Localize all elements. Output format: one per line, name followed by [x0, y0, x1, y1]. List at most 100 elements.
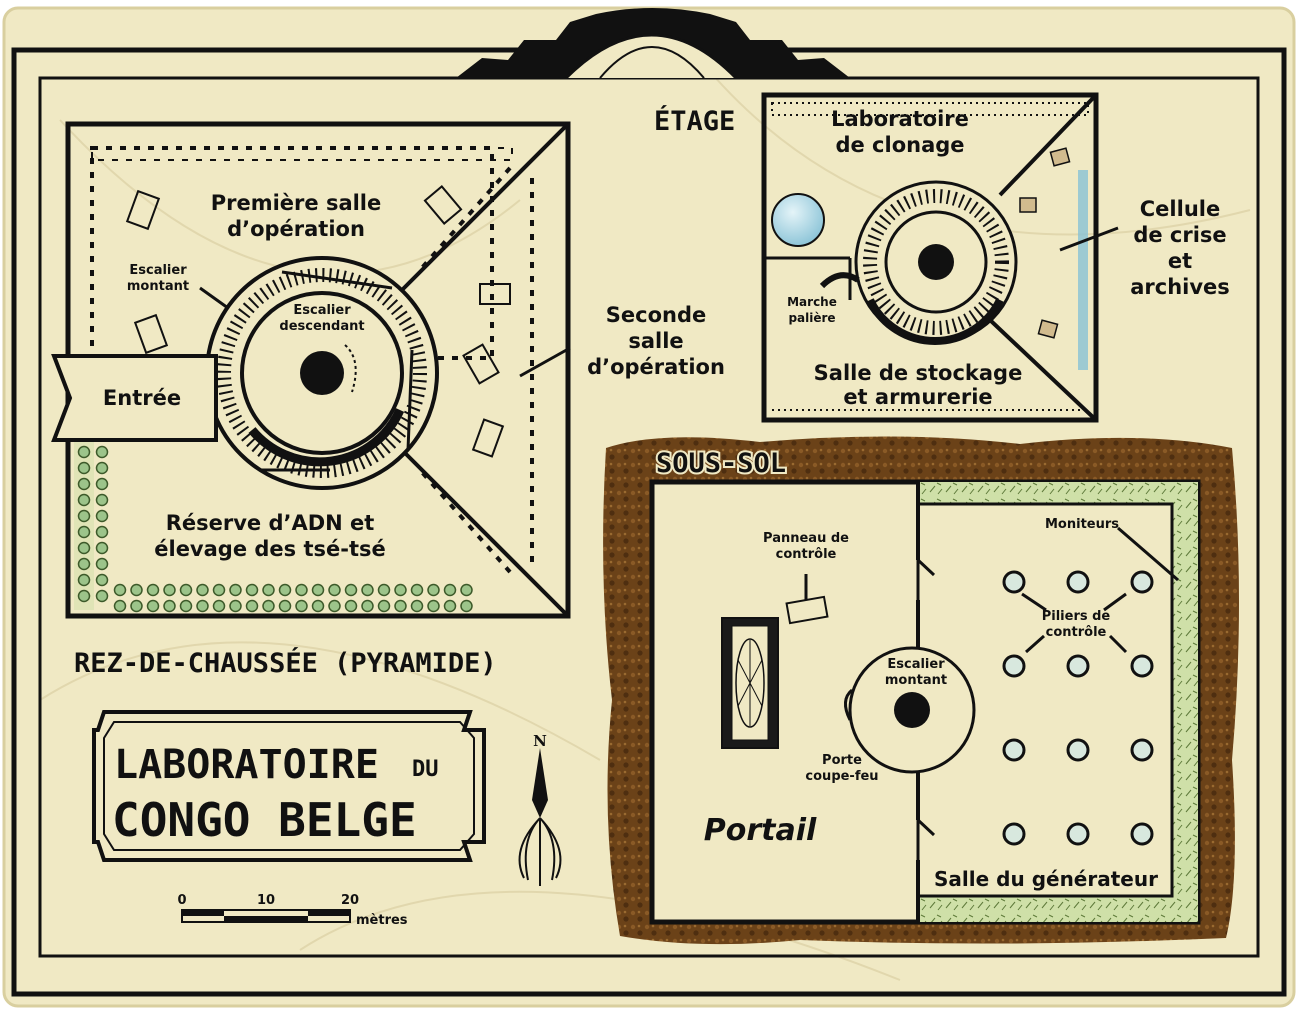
reserve-dot [328, 583, 341, 597]
title-line2: CONGO BELGE [112, 793, 417, 847]
upper-floor-heading: ÉTAGE [654, 105, 735, 137]
stairs-down-label-2: descendant [279, 319, 364, 334]
reserve-dot [361, 599, 374, 613]
reserve-dot [77, 461, 91, 475]
control-pillar [1002, 738, 1026, 762]
control-pillar [1130, 738, 1154, 762]
fire-door-label-1: Porte [822, 753, 862, 768]
reserve-dot [77, 573, 91, 587]
control-pillar [1066, 570, 1090, 594]
control-pillar [1002, 570, 1026, 594]
reserve-dot [95, 477, 109, 491]
basement-plan [603, 436, 1239, 945]
fire-door-label-2: coupe-feu [805, 769, 878, 784]
reserve-dot [95, 493, 109, 507]
control-pillars-label-1: Piliers de [1042, 609, 1111, 624]
control-pillars-label-2: contrôle [1046, 625, 1107, 640]
reserve-dot [460, 583, 473, 597]
reserve-dot [410, 583, 424, 597]
scale-tick-20: 20 [341, 893, 359, 908]
scale-tick-10: 10 [257, 893, 275, 908]
stairs-up-label-1: Escalier [129, 263, 187, 278]
title-line1: LABORATOIRE [114, 742, 379, 788]
reserve-dot [77, 477, 91, 491]
reserve-dot [95, 557, 109, 571]
top-ornament [456, 8, 850, 80]
reserve-dot [113, 583, 127, 597]
reserve-dot [95, 525, 109, 539]
reserve-dot [95, 461, 109, 475]
portal-label: Portail [704, 813, 817, 848]
reserve-dot [394, 583, 407, 597]
control-pillar [1066, 654, 1090, 678]
title-cartouche [92, 710, 486, 862]
reserve-dot [443, 599, 457, 613]
crisis-cell-label-1: Cellule [1140, 197, 1220, 221]
control-panel-label-2: contrôle [776, 547, 837, 562]
second-op-room-label-1: Seconde [606, 303, 706, 327]
reserve-label-2: élevage des tsé-tsé [154, 537, 386, 561]
reserve-dot [229, 583, 242, 597]
stairs-up-label-2: montant [127, 279, 189, 294]
reserve-dot [245, 599, 259, 613]
ground-floor-heading: REZ-DE-CHAUSSÉE (PYRAMIDE) [74, 647, 497, 679]
reserve-dot [328, 599, 341, 613]
reserve-dot [95, 589, 109, 603]
reserve-dot [394, 599, 407, 613]
crisis-cell-label-4: archives [1130, 275, 1230, 299]
reserve-dot [130, 599, 143, 613]
reserve-dot [146, 583, 160, 597]
reserve-dot [427, 583, 440, 597]
scale-unit-label: mètres [356, 913, 408, 928]
reserve-dot [196, 599, 209, 613]
storage-label-1: Salle de stockage [814, 361, 1023, 385]
reserve-dot [95, 445, 109, 459]
reserve-dot [278, 583, 292, 597]
control-pillar [1130, 822, 1154, 846]
monitors-label: Moniteurs [1045, 517, 1119, 532]
reserve-dot [262, 583, 275, 597]
reserve-dot [77, 445, 91, 459]
reserve-dot [212, 583, 226, 597]
reserve-dot [163, 599, 176, 613]
reserve-dot [77, 541, 91, 555]
compass-rose [518, 748, 562, 886]
reserve-dot [77, 525, 91, 539]
control-pillar [1066, 738, 1090, 762]
reserve-label-1: Réserve d’ADN et [166, 511, 375, 535]
basement-stairs-label-2: montant [885, 673, 947, 688]
reserve-dot [344, 583, 358, 597]
basement-heading: SOUS-SOL [656, 448, 786, 479]
entrance-label: Entrée [103, 386, 181, 410]
crisis-cell-label-2: de crise [1133, 223, 1226, 247]
reserve-dot [179, 599, 193, 613]
reserve-dot [295, 583, 308, 597]
reserve-dot [311, 583, 325, 597]
reserve-dot [77, 557, 91, 571]
stairs-down-label-1: Escalier [293, 303, 351, 318]
reserve-dot [77, 509, 91, 523]
scale-tick-0: 0 [177, 893, 186, 908]
reserve-dot [245, 583, 259, 597]
reserve-dot [410, 599, 424, 613]
second-op-room-label-3: d’opération [587, 355, 725, 379]
second-op-room-label-2: salle [628, 329, 683, 353]
crisis-cell-label-3: et [1168, 249, 1192, 273]
title-line1-small: DU [412, 757, 439, 782]
reserve-dot [212, 599, 226, 613]
control-pillar [1066, 822, 1090, 846]
storage-label-2: et armurerie [843, 385, 992, 409]
reserve-dot [179, 583, 193, 597]
reserve-dot [77, 589, 91, 603]
first-op-room-label-2: d’opération [227, 217, 365, 241]
reserve-dot [113, 599, 127, 613]
reserve-dot [427, 599, 440, 613]
reserve-dot [163, 583, 176, 597]
reserve-dot [262, 599, 275, 613]
reserve-dot [377, 583, 391, 597]
reserve-dot [361, 583, 374, 597]
reserve-dot [95, 573, 109, 587]
reserve-dot [278, 599, 292, 613]
